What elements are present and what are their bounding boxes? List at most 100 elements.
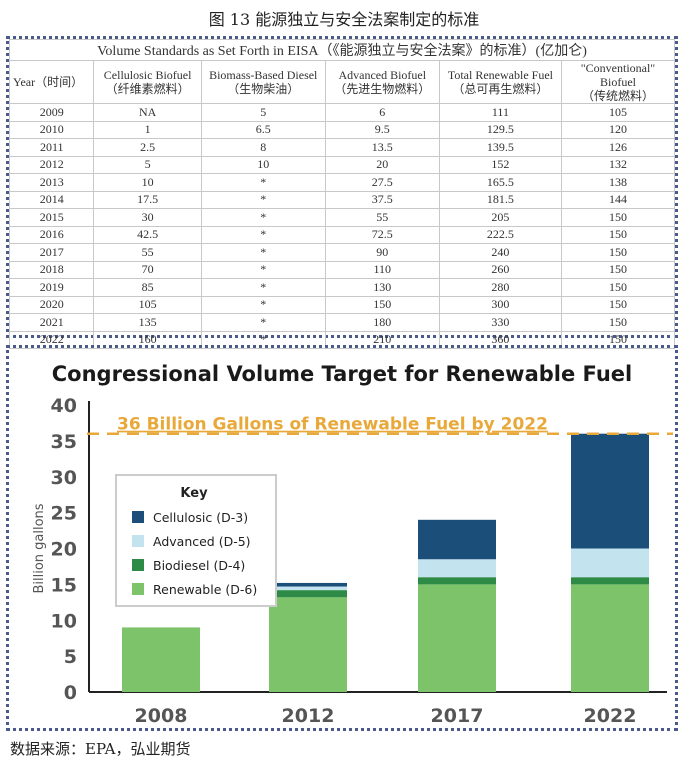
table-cell: 105 (560, 103, 676, 122)
table-row: 2017 55 * 90 240 150 (8, 243, 676, 262)
table-cell: 1 (93, 120, 202, 139)
column-header: Total Renewable Fuel （总可再生燃料） (438, 60, 562, 104)
table-cell: 10 (93, 173, 202, 192)
column-header: "Conventional" Biofuel （传统燃料） (560, 60, 676, 104)
table-cell: * (200, 173, 326, 192)
table-cell: 240 (438, 243, 562, 262)
table-cell: 37.5 (324, 190, 440, 209)
x-tick-label: 2008 (135, 705, 188, 727)
legend-swatch (132, 535, 144, 547)
table-cell: 2022 (8, 330, 95, 349)
table-row: 2012 5 10 20 152 132 (8, 155, 676, 174)
y-axis-label: Billion gallons (32, 503, 47, 593)
table-cell: 42.5 (93, 225, 202, 244)
y-tick-label: 25 (51, 503, 77, 525)
legend-swatch (132, 511, 144, 523)
table-cell: 120 (560, 120, 676, 139)
legend-entry: Advanced (D-5) (153, 534, 251, 549)
table-cell: 150 (560, 208, 676, 227)
header-en: Advanced Biofuel (338, 68, 427, 82)
table-cell: 330 (438, 313, 562, 332)
legend-swatch (132, 559, 144, 571)
legend-swatch (132, 583, 144, 595)
table-cell: 150 (560, 313, 676, 332)
table-cell: 205 (438, 208, 562, 227)
table-cell: 2020 (8, 295, 95, 314)
table-cell: 9.5 (324, 120, 440, 139)
table-cell: * (200, 190, 326, 209)
table-cell: 150 (560, 295, 676, 314)
table-cell: 10 (200, 155, 326, 174)
y-tick-label: 35 (51, 431, 77, 453)
column-header: Cellulosic Biofuel （纤维素燃料） (93, 60, 202, 104)
table-cell: 150 (560, 260, 676, 279)
table-cell: 2016 (8, 225, 95, 244)
figure-title: 图 13 能源独立与安全法案制定的标准 (208, 10, 480, 29)
table-row: 2011 2.5 8 13.5 139.5 126 (8, 138, 676, 157)
table-cell: * (200, 260, 326, 279)
header-en: Total Renewable Fuel (447, 68, 553, 82)
legend-entry: Cellulosic (D-3) (153, 510, 248, 525)
table-cell: 139.5 (438, 138, 562, 157)
table-cell: 55 (324, 208, 440, 227)
table-cell: 5 (93, 155, 202, 174)
table-cell: 105 (93, 295, 202, 314)
header-cn: （纤维素燃料） (105, 82, 190, 96)
bar-segment-renewable (571, 584, 649, 692)
table-cell: 360 (438, 330, 562, 349)
table-row: 2022 160 * 210 360 150 (8, 330, 676, 349)
y-tick-label: 40 (51, 395, 77, 417)
chart-title: Congressional Volume Target for Renewabl… (52, 362, 632, 386)
chart-container: Congressional Volume Target for Renewabl… (6, 345, 678, 731)
bar-segment-cellulosic (269, 582, 347, 587)
header-cn: （生物柴油） (227, 82, 300, 96)
table-cell: 2011 (8, 138, 95, 157)
bar-segment-biodiesel (571, 577, 649, 585)
y-tick-label: 5 (64, 646, 77, 668)
header-en: "Conventional" Biofuel (580, 61, 656, 89)
column-header: Year（时间） (8, 60, 95, 104)
table-row: 2013 10 * 27.5 165.5 138 (8, 173, 676, 192)
table-cell: 130 (324, 278, 440, 297)
bar-segment-advanced (418, 559, 496, 578)
table-cell: 181.5 (438, 190, 562, 209)
bar-segment-renewable (418, 584, 496, 692)
table-cell: 222.5 (438, 225, 562, 244)
target-line-label: 36 Billion Gallons of Renewable Fuel by … (117, 415, 548, 435)
table-cell: 70 (93, 260, 202, 279)
table-cell: 13.5 (324, 138, 440, 157)
table-row: 2018 70 * 110 260 150 (8, 260, 676, 279)
table-cell: 210 (324, 330, 440, 349)
table-cell: NA (93, 103, 202, 122)
table-cell: 2021 (8, 313, 95, 332)
table-cell: 160 (93, 330, 202, 349)
table-header-row: Year（时间） Cellulosic Biofuel （纤维素燃料） Biomass… (8, 60, 676, 104)
table-cell: 2015 (8, 208, 95, 227)
y-tick-label: 20 (51, 539, 77, 561)
source-note: 数据来源：EPA，弘业期货 (10, 740, 191, 758)
table-cell: 55 (93, 243, 202, 262)
table-cell: 2009 (8, 103, 95, 122)
table-cell: 111 (438, 103, 562, 122)
table-cell: 5 (200, 103, 326, 122)
bar-segment-advanced (269, 586, 347, 591)
bar-segment-cellulosic (418, 519, 496, 560)
bar-segment-renewable (122, 627, 200, 692)
table-cell: 8 (200, 138, 326, 157)
table-cell: 152 (438, 155, 562, 174)
bar-segment-renewable (269, 597, 347, 692)
table-cell: 126 (560, 138, 676, 157)
table-row: 2009 NA 5 6 111 105 (8, 103, 676, 122)
x-tick-label: 2012 (282, 705, 335, 727)
header-en: Cellulosic Biofuel (103, 68, 192, 82)
table-cell: * (200, 295, 326, 314)
table-cell: 110 (324, 260, 440, 279)
header-cn: （传统燃料） (581, 89, 654, 103)
table-cell: 85 (93, 278, 202, 297)
table-row: 2010 1 6.5 9.5 129.5 120 (8, 120, 676, 139)
table-cell: 27.5 (324, 173, 440, 192)
table-cell: 180 (324, 313, 440, 332)
table-cell: 260 (438, 260, 562, 279)
bar-segment-biodiesel (269, 590, 347, 598)
table-cell: 150 (560, 225, 676, 244)
